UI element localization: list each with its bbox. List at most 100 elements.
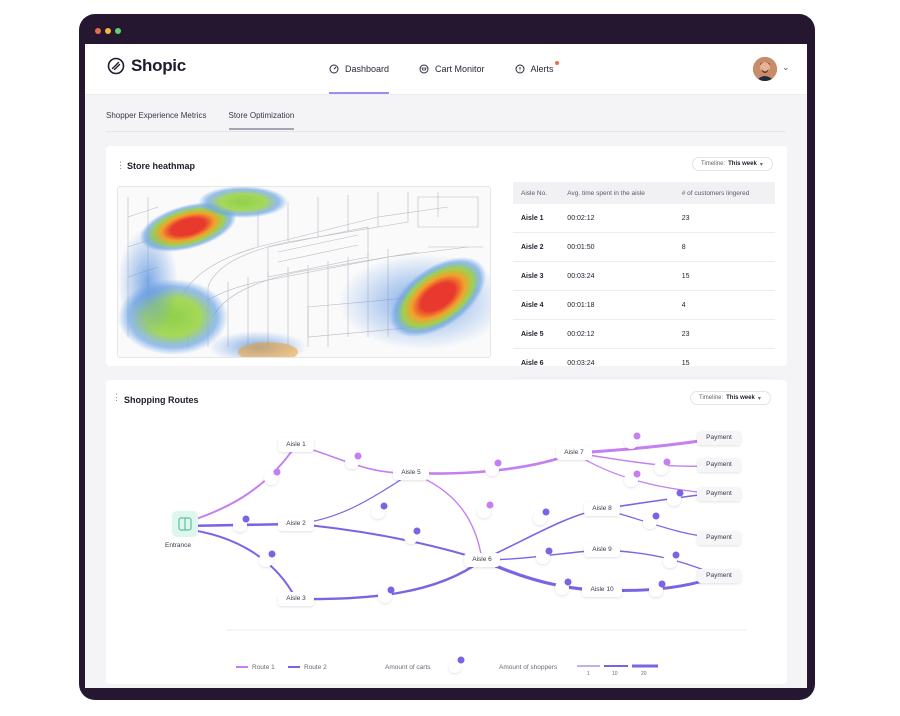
entrance-node[interactable]: [172, 511, 198, 537]
cart-marker[interactable]: [485, 459, 502, 477]
timeline-value: This week: [728, 161, 757, 167]
aisle-10-node[interactable]: [582, 583, 622, 597]
aisle-6-node[interactable]: [464, 553, 500, 567]
shopper-scale-label: 1: [587, 671, 590, 677]
table-cell: 00:02:12: [559, 204, 674, 233]
column-header[interactable]: Avg. time spent in the aisle: [559, 182, 674, 204]
cart-marker[interactable]: [378, 586, 395, 604]
cart-marker[interactable]: [371, 502, 388, 520]
cart-marker[interactable]: [404, 527, 421, 545]
payment-node[interactable]: [697, 431, 741, 445]
aisle-nodes: [278, 431, 741, 606]
routes-timeline-select[interactable]: Timeline: This week ▾: [690, 391, 771, 405]
table-row[interactable]: Aisle 4 00:01:18 4: [513, 290, 775, 320]
cart-marker[interactable]: [663, 551, 680, 569]
user-avatar[interactable]: [753, 57, 777, 81]
payment-node[interactable]: [697, 458, 741, 472]
nav-tab-dashboard[interactable]: Dashboard: [329, 44, 390, 94]
maximize-dot[interactable]: [115, 28, 121, 34]
store-heatmap-image[interactable]: [117, 186, 491, 358]
payment-node[interactable]: [697, 487, 741, 501]
aisle-8-node[interactable]: [584, 502, 620, 516]
payment-node[interactable]: [697, 569, 741, 583]
table-cell: Aisle 2: [513, 232, 560, 262]
aisle-6-label: Aisle 6: [472, 556, 492, 563]
table-cell: 4: [673, 290, 775, 320]
table-cell: 00:01:18: [559, 290, 674, 320]
drag-handle-icon[interactable]: ⋮: [112, 392, 121, 402]
heatmap-floorplan-icon: [118, 187, 490, 357]
route-1-paths: [183, 436, 720, 561]
aisle-5-node[interactable]: [393, 466, 429, 480]
table-cell: 00:03:24: [559, 348, 674, 378]
table-cell: 15: [673, 261, 775, 291]
cart-marker[interactable]: [555, 578, 572, 596]
cart-marker[interactable]: [259, 550, 276, 568]
cart-marker[interactable]: [345, 452, 362, 470]
brand-logo[interactable]: Shopic: [107, 56, 186, 76]
aisle-3-node[interactable]: [278, 592, 314, 606]
cart-marker[interactable]: [667, 489, 684, 507]
aisle-2-label: Aisle 2: [286, 520, 306, 527]
shopping-routes-diagram: [172, 431, 746, 673]
nav-tab-alerts[interactable]: Alerts: [515, 44, 559, 94]
aisle-2-node[interactable]: [278, 517, 314, 531]
aisle-5-label: Aisle 5: [401, 469, 421, 476]
cart-marker[interactable]: [654, 458, 671, 476]
column-header[interactable]: Aisle No.: [513, 182, 560, 204]
payment-label: Payment: [706, 534, 732, 541]
main-navigation: Dashboard Cart Monitor Alerts: [329, 44, 559, 94]
table-cell: Aisle 5: [513, 319, 560, 349]
app-screen: Shopic Dashboard Cart Monitor Alerts: [85, 44, 807, 688]
table-row[interactable]: Aisle 1 00:02:12 23: [513, 204, 775, 233]
cart-marker[interactable]: [533, 508, 550, 526]
cart-marker[interactable]: [643, 512, 660, 530]
top-navigation-bar: Shopic Dashboard Cart Monitor Alerts: [85, 44, 807, 95]
window-controls: [95, 28, 121, 34]
cart-markers: [233, 432, 684, 604]
dashboard-icon: [329, 64, 339, 74]
nav-tab-cart-monitor[interactable]: Cart Monitor: [419, 44, 485, 94]
table-row[interactable]: Aisle 3 00:03:24 15: [513, 261, 775, 291]
chevron-down-icon[interactable]: ⌄: [782, 62, 790, 72]
cart-marker[interactable]: [536, 547, 553, 565]
brand-name: Shopic: [131, 56, 186, 75]
shopper-scale-label: 20: [641, 671, 647, 677]
chevron-down-icon: ▾: [759, 161, 763, 168]
nav-label-dashboard: Dashboard: [345, 64, 390, 74]
subtab-store-optimization[interactable]: Store Optimization: [228, 96, 295, 130]
cart-marker[interactable]: [477, 501, 494, 519]
user-photo-icon: [753, 57, 777, 81]
close-dot[interactable]: [95, 28, 101, 34]
payment-label: Payment: [706, 572, 732, 579]
table-row[interactable]: Aisle 6 00:03:24 15: [513, 348, 775, 378]
aisle-10-label: Aisle 10: [590, 586, 614, 593]
table-cell: 00:03:24: [559, 261, 674, 291]
drag-handle-icon[interactable]: ⋮: [116, 160, 125, 170]
aisle-1-node[interactable]: [278, 438, 314, 452]
table-cell: 00:01:50: [559, 232, 674, 262]
nav-label-cart-monitor: Cart Monitor: [435, 64, 485, 74]
aisle-7-label: Aisle 7: [564, 449, 584, 456]
cart-marker[interactable]: [624, 432, 641, 450]
aisle-9-node[interactable]: [584, 543, 620, 557]
heatmap-timeline-select[interactable]: Timeline: This week ▾: [692, 157, 773, 171]
cart-marker[interactable]: [264, 468, 281, 486]
cart-marker[interactable]: [649, 580, 666, 598]
cart-marker[interactable]: [233, 515, 250, 533]
subtab-divider: [106, 131, 786, 132]
store-heatmap-card: ⋮ Store heathmap Timeline: This week ▾: [106, 146, 787, 378]
table-row[interactable]: Aisle 2 00:01:50 8: [513, 232, 775, 262]
table-cell: 00:02:12: [559, 319, 674, 349]
aisle-7-node[interactable]: [556, 446, 592, 460]
nav-label-alerts: Alerts: [530, 64, 554, 74]
cart-marker[interactable]: [624, 470, 641, 488]
table-row[interactable]: Aisle 5 00:02:12 23: [513, 319, 775, 349]
subtab-shopper-experience[interactable]: Shopper Experience Metrics: [106, 111, 207, 120]
column-header[interactable]: # of customers lingered: [673, 182, 775, 204]
payment-node[interactable]: [697, 531, 741, 545]
payment-label: Payment: [706, 490, 732, 497]
table-cell: 23: [673, 319, 775, 349]
minimize-dot[interactable]: [105, 28, 111, 34]
timeline-value: This week: [726, 395, 755, 401]
